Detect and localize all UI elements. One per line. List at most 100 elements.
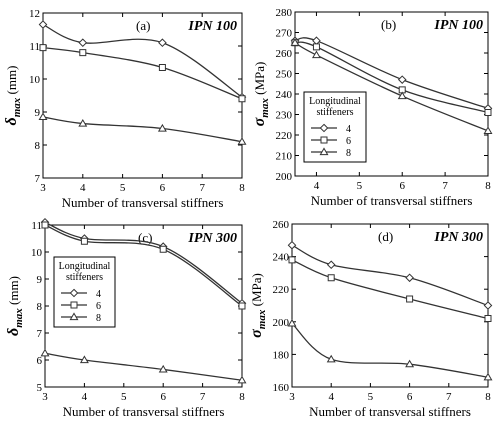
chart-title: IPN 100 — [187, 19, 237, 34]
data-point — [238, 95, 246, 103]
y-tick-label: 200 — [276, 171, 293, 183]
legend-marker — [319, 123, 329, 133]
x-tick-label: 6 — [399, 180, 405, 192]
data-point — [41, 221, 49, 229]
y-tick-label: 11 — [31, 220, 42, 232]
data-point — [484, 108, 492, 116]
y-axis-subscript: max — [259, 98, 271, 118]
data-point — [483, 301, 493, 310]
series-line — [291, 244, 489, 307]
legend-item-label: 6 — [346, 136, 351, 147]
data-point — [326, 260, 336, 270]
x-tick-label: 4 — [314, 180, 320, 192]
series-line — [44, 352, 243, 381]
series-line — [44, 221, 243, 304]
series-line — [291, 259, 489, 320]
y-tick-label: 270 — [276, 28, 293, 40]
data-point — [484, 315, 492, 323]
y-tick-label: 240 — [273, 252, 290, 264]
x-axis-label: Number of transversal stiffners — [309, 404, 471, 419]
x-tick-label: 5 — [357, 180, 363, 192]
y-axis-subscript: max — [11, 97, 23, 117]
data-point — [39, 44, 47, 52]
data-point — [38, 112, 48, 121]
y-tick-label: 9 — [35, 107, 41, 119]
data-point — [40, 348, 50, 357]
x-tick-label: 7 — [199, 182, 205, 194]
x-tick-label: 4 — [80, 182, 86, 194]
y-tick-label: 220 — [276, 130, 293, 142]
y-tick-label: 10 — [29, 74, 41, 86]
x-tick-label: 8 — [485, 391, 491, 403]
y-axis-label: σmax (MPa) — [251, 62, 271, 127]
data-point — [398, 86, 406, 94]
y-tick-label: 8 — [37, 301, 43, 313]
y-tick-label: 9 — [37, 274, 43, 286]
y-tick-label: 8 — [35, 140, 41, 152]
x-tick-label: 7 — [200, 391, 206, 403]
data-point — [405, 273, 414, 283]
y-axis-symbol: σ — [251, 117, 268, 126]
y-axis-unit: (mm) — [4, 66, 19, 98]
data-point — [80, 237, 88, 245]
data-point — [158, 38, 167, 48]
data-point — [237, 375, 247, 384]
data-point — [327, 274, 335, 282]
legend-marker — [69, 312, 79, 321]
chart-title: IPN 300 — [433, 230, 483, 245]
legend-item-label: 6 — [96, 301, 101, 312]
data-point — [157, 123, 167, 132]
legend-item-label: 4 — [96, 289, 101, 300]
x-tick-label: 3 — [40, 182, 46, 194]
series-line — [44, 224, 243, 307]
x-tick-label: 6 — [160, 391, 166, 403]
x-tick-label: 8 — [239, 391, 245, 403]
data-point — [290, 38, 300, 46]
data-point — [158, 364, 168, 373]
legend-title: Longitudinal — [59, 261, 111, 272]
x-tick-label: 8 — [485, 180, 491, 192]
y-tick-label: 180 — [273, 349, 290, 361]
x-tick-label: 4 — [328, 391, 334, 403]
legend-box — [53, 256, 116, 328]
legend-box — [303, 91, 367, 163]
data-point — [158, 63, 166, 71]
y-tick-label: 210 — [276, 151, 293, 163]
y-tick-label: 260 — [276, 48, 293, 60]
data-point — [79, 49, 87, 57]
y-axis-symbol: δ — [3, 117, 20, 125]
data-point — [483, 126, 493, 134]
x-tick-label: 3 — [42, 391, 48, 403]
data-point — [78, 38, 88, 48]
x-tick-label: 5 — [368, 391, 374, 403]
y-tick-label: 160 — [273, 382, 290, 394]
data-point — [237, 137, 247, 145]
data-point — [311, 50, 321, 59]
x-tick-label: 6 — [407, 391, 413, 403]
legend-marker — [319, 147, 329, 156]
data-point — [38, 20, 48, 29]
data-point — [238, 302, 246, 310]
data-point — [312, 43, 320, 51]
series-line — [294, 37, 489, 109]
data-point — [78, 118, 88, 127]
legend-title: Longitudinal — [309, 96, 361, 107]
series-line — [294, 41, 489, 114]
data-point — [483, 372, 493, 381]
plot-frame — [42, 12, 243, 179]
y-tick-label: 280 — [276, 7, 293, 19]
series-line — [42, 47, 243, 100]
y-tick-label: 260 — [273, 219, 290, 231]
y-tick-label: 230 — [276, 110, 293, 122]
y-tick-label: 7 — [35, 173, 41, 185]
legend-item-label: 8 — [96, 313, 101, 324]
y-tick-label: 5 — [37, 382, 43, 394]
y-axis-unit: (mm) — [6, 276, 21, 308]
y-axis-unit: (MPa) — [249, 273, 264, 309]
data-point — [79, 355, 89, 364]
series-line — [291, 322, 489, 378]
chart-title: IPN 300 — [187, 231, 237, 246]
x-tick-label: 4 — [82, 391, 88, 403]
